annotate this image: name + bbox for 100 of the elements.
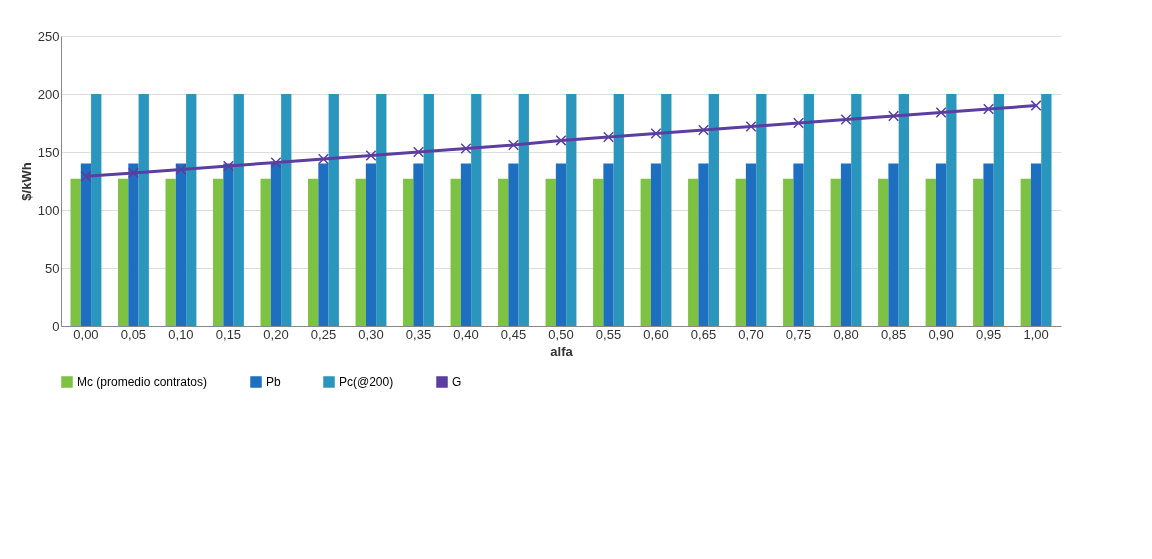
x-tick-label: 0,75 (785, 326, 812, 342)
bar (640, 178, 651, 326)
y-tick-label: 200 (37, 86, 60, 102)
y-tick-label: 250 (37, 28, 60, 44)
bar (851, 94, 862, 326)
x-tick-label: 0,85 (880, 326, 907, 342)
y-tick-label: 150 (37, 144, 60, 160)
x-tick-label: 0,05 (120, 326, 147, 342)
bar (118, 178, 129, 326)
bar (308, 178, 319, 326)
bar (175, 163, 187, 326)
point (745, 120, 757, 132)
bar (745, 163, 757, 326)
x-tick-label: 0,65 (690, 326, 717, 342)
point (698, 124, 710, 136)
bar (138, 94, 149, 326)
point (270, 156, 282, 168)
x-tick-label: 0,10 (168, 326, 194, 342)
point (365, 149, 377, 161)
bar (698, 163, 709, 326)
point (555, 134, 567, 146)
x-tick-label: 0,45 (500, 326, 527, 342)
point (80, 170, 92, 182)
bar (830, 178, 841, 326)
bar (688, 178, 699, 326)
bar (376, 94, 387, 326)
bar (603, 163, 614, 326)
bar (213, 178, 224, 326)
bar (613, 94, 624, 326)
x-tick-label: 1,00 (1023, 326, 1049, 342)
point (888, 110, 900, 122)
point (127, 167, 139, 179)
point (412, 146, 424, 158)
x-tick-label: 0,35 (405, 326, 432, 342)
bar (946, 94, 957, 326)
legend-label: Mc (promedio contratos) (77, 375, 208, 389)
point (1030, 100, 1042, 112)
x-tick-label: 0,95 (975, 326, 1002, 342)
bar (545, 178, 556, 326)
y-tick-label: 0 (52, 318, 60, 334)
point (840, 114, 852, 126)
bar (233, 94, 244, 326)
bar (993, 94, 1004, 326)
bar (91, 94, 102, 326)
bar (450, 178, 461, 326)
x-axis-title: alfa (550, 343, 574, 359)
bar (165, 178, 176, 326)
bar (423, 94, 434, 326)
x-tick-label: 0,40 (453, 326, 479, 342)
bar (593, 178, 604, 326)
point (317, 153, 329, 165)
point (508, 139, 519, 151)
point (603, 131, 614, 143)
legend-label: G (452, 375, 462, 389)
bar (270, 163, 282, 326)
bar (735, 178, 746, 326)
bar (650, 163, 662, 326)
bar (518, 94, 529, 326)
bar (708, 94, 719, 326)
x-tick-label: 0,70 (738, 326, 764, 342)
bar (898, 94, 909, 326)
y-tick-label: 100 (37, 202, 60, 218)
bar (756, 94, 767, 326)
bar (803, 94, 814, 326)
bar (260, 178, 271, 326)
x-tick-label: 0,15 (215, 326, 242, 342)
bar (878, 178, 889, 326)
bar (1041, 94, 1052, 326)
bar (281, 94, 292, 326)
point (983, 103, 995, 115)
x-tick-label: 0,60 (643, 326, 669, 342)
bar (661, 94, 672, 326)
bar (328, 94, 339, 326)
x-tick-label: 0,30 (358, 326, 384, 342)
bar (783, 178, 794, 326)
bar (840, 163, 852, 326)
bar (508, 163, 519, 326)
bar (983, 163, 994, 326)
bar (498, 178, 509, 326)
bar (1020, 178, 1031, 326)
bar (403, 178, 414, 326)
bar (80, 163, 92, 326)
bar (888, 163, 899, 326)
point (222, 160, 234, 172)
bar (318, 163, 329, 326)
x-tick-label: 0,80 (833, 326, 859, 342)
bar (186, 94, 197, 326)
bar (1030, 163, 1042, 326)
point (460, 143, 472, 155)
y-axis-title: $/kWh (18, 162, 34, 201)
bar (365, 163, 377, 326)
x-tick-label: 0,00 (73, 326, 99, 342)
bar (223, 163, 234, 326)
x-tick-label: 0,55 (595, 326, 622, 342)
bar (566, 94, 577, 326)
bar (793, 163, 804, 326)
legend-label: Pc(@200) (339, 375, 394, 389)
bar (973, 178, 984, 326)
bar (70, 178, 81, 326)
bar (413, 163, 424, 326)
